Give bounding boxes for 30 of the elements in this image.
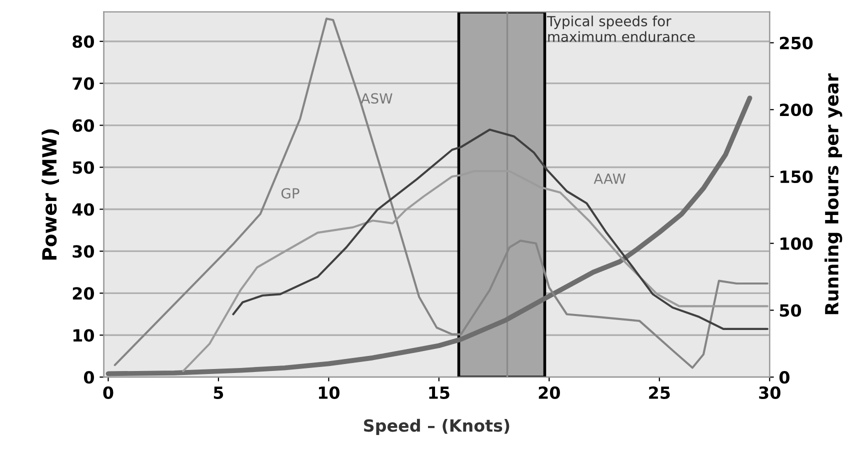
x-tick-label: 15 bbox=[429, 386, 450, 400]
line-series bbox=[232, 128, 768, 330]
x-tick-label: 30 bbox=[759, 386, 780, 400]
y-tick-label: 10 bbox=[73, 329, 94, 342]
y-tick-label: 0 bbox=[84, 371, 94, 384]
y2-tick-label: 200 bbox=[780, 104, 813, 116]
annotation: AAW bbox=[594, 174, 626, 184]
x-tick-label: 25 bbox=[649, 386, 670, 400]
y-tick-label: 80 bbox=[72, 35, 94, 48]
y2-axis-title: Running Hours per year bbox=[824, 73, 842, 314]
y2-tick-label: 0 bbox=[779, 371, 790, 384]
x-tick-label: 20 bbox=[538, 386, 560, 400]
y-axis-title: Power (MW) bbox=[42, 129, 60, 260]
y-tick-label: 30 bbox=[72, 245, 94, 258]
x-axis-title: Speed – (Knots) bbox=[364, 418, 510, 436]
annotation: GP bbox=[281, 188, 300, 199]
band-label: Typical speeds for maximum endurance bbox=[546, 16, 695, 42]
y-tick-label: 40 bbox=[72, 203, 94, 216]
x-tick-label: 0 bbox=[103, 386, 114, 400]
y-tick-label: 50 bbox=[72, 161, 94, 174]
annotation: ASW bbox=[360, 93, 392, 104]
y-tick-label: 70 bbox=[72, 77, 94, 90]
y2-tick-label: 250 bbox=[780, 36, 813, 50]
y2-tick-label: 100 bbox=[780, 237, 813, 250]
y2-tick-label: 150 bbox=[780, 170, 813, 184]
y2-tick-label: 50 bbox=[780, 304, 802, 317]
x-tick-label: 10 bbox=[318, 386, 340, 400]
y-tick-label: 20 bbox=[72, 287, 94, 300]
y-tick-label: 60 bbox=[72, 119, 94, 132]
x-tick-label: 5 bbox=[214, 386, 224, 400]
